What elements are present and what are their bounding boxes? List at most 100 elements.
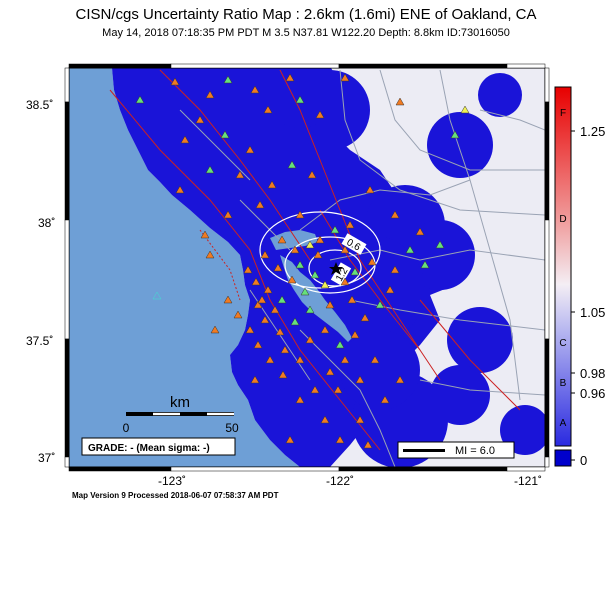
station-marker [243, 265, 253, 274]
station-marker [295, 210, 305, 219]
station-marker [325, 367, 335, 376]
station-marker [152, 291, 162, 300]
station-marker [263, 105, 273, 114]
station-marker [385, 285, 395, 294]
station-marker [251, 277, 261, 286]
map-area [69, 68, 545, 467]
lon-tick-121: -121˚ [514, 474, 543, 488]
svg-text:km: km [170, 394, 190, 411]
station-marker [245, 145, 255, 154]
station-marker [170, 77, 180, 86]
grade-box: GRADE: - (Mean sigma: -) [81, 437, 236, 456]
epicenter-star [329, 262, 343, 275]
station-marker [355, 375, 365, 384]
svg-text:0.98: 0.98 [580, 366, 605, 381]
station-marker [365, 185, 375, 194]
svg-text:D: D [559, 214, 566, 225]
mi-legend: MI = 6.0 [397, 441, 515, 459]
station-marker [305, 240, 315, 249]
station-marker [205, 165, 215, 174]
station-marker [265, 355, 275, 364]
station-marker [253, 340, 263, 349]
station-marker [285, 73, 295, 82]
station-marker [375, 300, 385, 309]
colorbar: F D C B A 1.25 1.05 0.98 0.96 0 [554, 86, 605, 468]
station-marker [315, 110, 325, 119]
station-marker [200, 230, 210, 239]
station-marker [340, 277, 350, 286]
lat-tick-37-5: 37.5˚ [26, 334, 54, 348]
station-marker [253, 300, 263, 309]
station-marker [335, 340, 345, 349]
station-marker [363, 440, 373, 449]
seismic-stations [135, 73, 470, 449]
station-marker [290, 317, 300, 326]
station-marker [205, 90, 215, 99]
lon-tick-123: -123˚ [158, 474, 187, 488]
station-marker [330, 225, 340, 234]
station-marker [310, 385, 320, 394]
svg-text:F: F [560, 108, 566, 119]
station-marker [305, 305, 315, 314]
lat-tick-38-5: 38.5˚ [26, 98, 54, 112]
station-marker [395, 97, 405, 106]
station-marker [340, 245, 350, 254]
station-marker [235, 170, 245, 179]
station-marker [245, 325, 255, 334]
station-marker [340, 73, 350, 82]
station-marker [290, 245, 300, 254]
station-marker [333, 385, 343, 394]
station-marker [195, 115, 205, 124]
station-marker [278, 370, 288, 379]
station-marker [270, 305, 280, 314]
station-marker [345, 220, 355, 229]
san-pablo-bay [270, 230, 318, 250]
station-marker [370, 355, 380, 364]
station-marker [295, 95, 305, 104]
station-marker [275, 327, 285, 336]
station-marker [460, 105, 470, 114]
frame-ticks [64, 63, 550, 472]
station-marker [320, 415, 330, 424]
station-marker [205, 250, 215, 259]
station-marker [390, 210, 400, 219]
station-marker [350, 267, 360, 276]
station-marker [277, 295, 287, 304]
station-marker [277, 235, 287, 244]
lat-tick-37: 37˚ [38, 451, 56, 465]
station-marker [335, 435, 345, 444]
station-marker [295, 395, 305, 404]
event-subtitle: May 14, 2018 07:18:35 PM PDT M 3.5 N37.8… [102, 27, 510, 39]
station-marker [390, 265, 400, 274]
station-marker [347, 295, 357, 304]
station-marker [287, 160, 297, 169]
station-marker [395, 375, 405, 384]
svg-text:0: 0 [580, 453, 587, 468]
station-marker [350, 330, 360, 339]
station-marker [325, 300, 335, 309]
station-marker [420, 260, 430, 269]
svg-text:A: A [560, 418, 567, 429]
station-marker [273, 263, 283, 272]
svg-text:50: 50 [225, 421, 239, 435]
svg-text:1.25: 1.25 [580, 124, 605, 139]
station-marker [210, 325, 220, 334]
station-marker [285, 435, 295, 444]
station-marker [180, 135, 190, 144]
station-marker [315, 235, 325, 244]
svg-text:0: 0 [123, 421, 130, 435]
svg-text:1.05: 1.05 [580, 305, 605, 320]
station-marker [405, 245, 415, 254]
station-marker [250, 85, 260, 94]
station-marker [287, 275, 297, 284]
svg-text:0.96: 0.96 [580, 386, 605, 401]
station-marker [295, 260, 305, 269]
station-marker [280, 345, 290, 354]
station-marker [415, 227, 425, 236]
station-marker [320, 325, 330, 334]
map-version-footer: Map Version 9 Processed 2018-06-07 07:58… [72, 491, 279, 500]
station-marker [250, 375, 260, 384]
station-marker [313, 250, 323, 259]
station-marker [307, 170, 317, 179]
